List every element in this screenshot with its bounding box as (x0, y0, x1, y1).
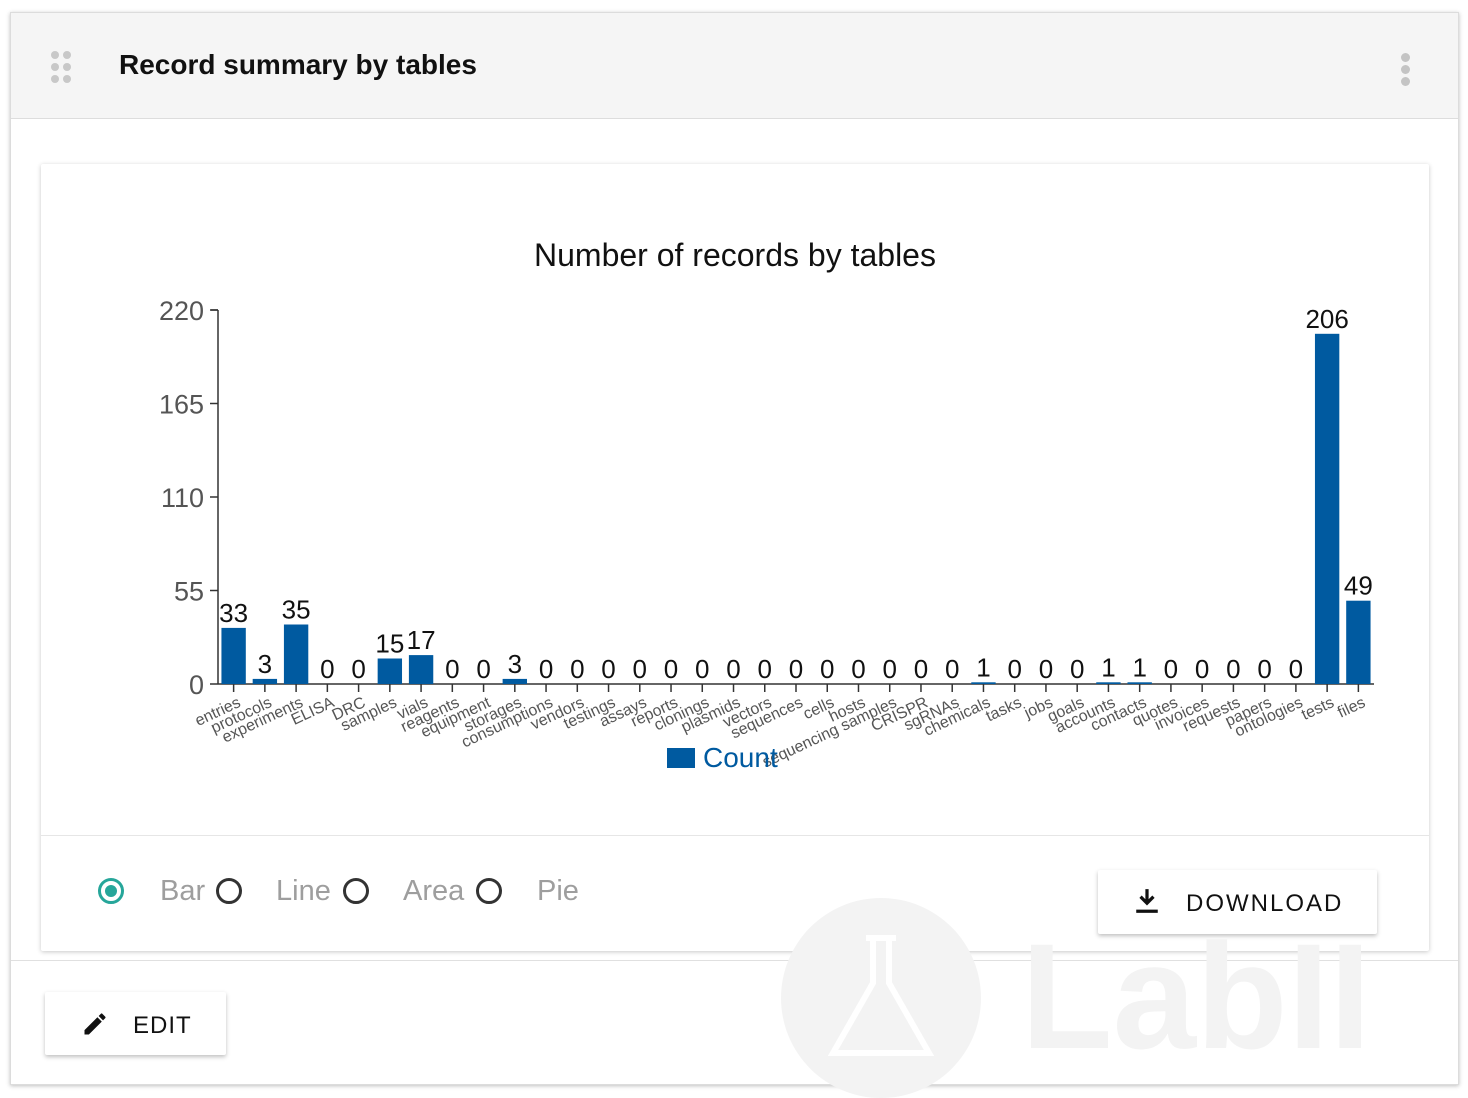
pencil-icon (84, 1013, 106, 1035)
bar (377, 658, 403, 684)
bar-value-label: 0 (820, 654, 834, 684)
chart-card: Number of records by tables 0 55 110 165 220 3… (41, 164, 1429, 951)
bar-value-label: 0 (726, 654, 740, 684)
bar-value-label: 33 (219, 598, 248, 628)
bar-value-label: 0 (601, 654, 615, 684)
bar-value-label: 15 (375, 629, 404, 659)
download-icon (1136, 889, 1158, 913)
bar-chart: Number of records by tables0551101652203… (159, 237, 1374, 773)
bar-value-label: 0 (633, 654, 647, 684)
bar (252, 678, 278, 684)
bar-value-label: 3 (508, 649, 522, 679)
watermark-text: LabII (1021, 912, 1371, 1080)
bar-value-label: 49 (1344, 571, 1373, 601)
bar-value-label: 206 (1305, 304, 1348, 334)
y-tick-label: 220 (159, 296, 204, 326)
bar (1127, 682, 1152, 684)
x-tick-label: tasks (983, 694, 1024, 725)
edit-button-label: EDIT (133, 1012, 192, 1039)
radio-line[interactable] (216, 878, 242, 904)
bar (283, 624, 309, 684)
bar-value-label: 0 (539, 654, 553, 684)
bar-value-label: 0 (1289, 654, 1303, 684)
bar (971, 682, 996, 684)
bar-value-label: 1 (976, 652, 990, 682)
bar-value-label: 1 (1101, 652, 1115, 682)
radio-area[interactable] (343, 878, 369, 904)
widget-header: Record summary by tables (11, 13, 1458, 119)
y-tick-label: 55 (174, 577, 204, 607)
bar (502, 678, 527, 684)
bar (408, 655, 434, 684)
y-tick-label: 165 (159, 390, 204, 420)
bar-value-label: 0 (1226, 654, 1240, 684)
y-tick-label: 0 (189, 670, 204, 700)
bar-value-label: 0 (664, 654, 678, 684)
y-tick-label: 110 (161, 483, 204, 513)
bar-value-label: 0 (1195, 654, 1209, 684)
legend-label: Count (703, 742, 778, 773)
radio-bar[interactable] (98, 878, 124, 904)
bar-value-label: 0 (445, 654, 459, 684)
bar-value-label: 35 (282, 595, 311, 625)
bar-value-label: 1 (1132, 652, 1146, 682)
download-button[interactable]: DOWNLOAD (1098, 870, 1377, 934)
bar (1096, 682, 1121, 684)
bar (1314, 333, 1340, 684)
legend-swatch (667, 748, 695, 768)
bar-value-label: 0 (1007, 654, 1021, 684)
more-vertical-icon[interactable] (1401, 53, 1411, 87)
x-tick-label: tests (1299, 694, 1337, 724)
bar-value-label: 0 (695, 654, 709, 684)
radio-label-bar[interactable]: Bar (160, 875, 206, 907)
footer-divider (11, 960, 1458, 961)
bar-value-label: 0 (476, 654, 490, 684)
radio-label-area[interactable]: Area (403, 875, 465, 907)
bar-value-label: 0 (1070, 654, 1084, 684)
bar-value-label: 0 (1257, 654, 1271, 684)
widget-title: Record summary by tables (119, 49, 477, 80)
bar-value-label: 0 (882, 654, 896, 684)
edit-button[interactable]: EDIT (45, 992, 226, 1055)
radio-label-line[interactable]: Line (276, 875, 331, 907)
bar-value-label: 0 (1039, 654, 1053, 684)
bar-value-label: 0 (758, 654, 772, 684)
bar-value-label: 0 (851, 654, 865, 684)
bar-value-label: 0 (320, 654, 334, 684)
x-tick-label: files (1335, 694, 1368, 721)
bar-value-label: 17 (407, 625, 436, 655)
bar-value-label: 0 (570, 654, 584, 684)
bar-value-label: 0 (351, 654, 365, 684)
bar-value-label: 3 (258, 649, 272, 679)
labii-watermark: LabII (781, 898, 1371, 1098)
bar-value-label: 0 (945, 654, 959, 684)
card-divider (41, 835, 1429, 836)
bar (1346, 600, 1371, 684)
bar-value-label: 0 (914, 654, 928, 684)
download-button-label: DOWNLOAD (1186, 890, 1344, 917)
bar-value-label: 0 (1164, 654, 1178, 684)
drag-handle-icon[interactable] (51, 51, 77, 85)
radio-pie[interactable] (476, 878, 502, 904)
chart-title: Number of records by tables (534, 237, 936, 273)
bar (221, 627, 246, 684)
record-summary-widget: Record summary by tables Number of recor… (10, 12, 1459, 1098)
bar-value-label: 0 (789, 654, 803, 684)
radio-label-pie[interactable]: Pie (537, 875, 579, 907)
